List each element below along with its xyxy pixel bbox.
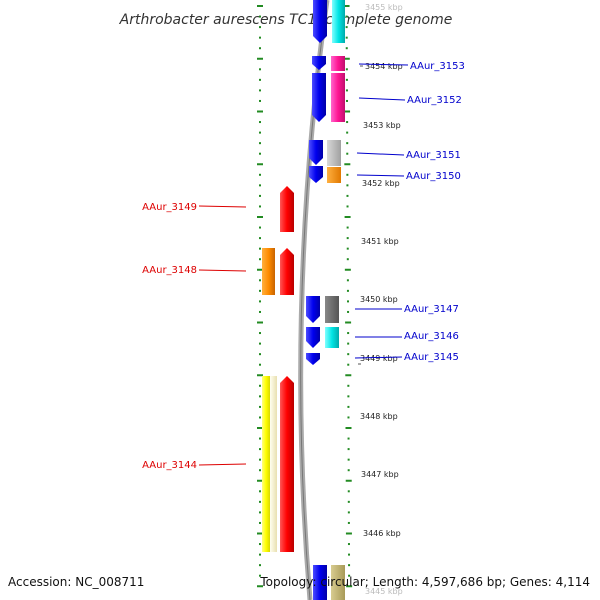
gene-magenta-3153[interactable] — [331, 56, 345, 71]
gene-yellow-rna[interactable] — [262, 376, 270, 552]
gene-bottom-olive[interactable] — [331, 565, 345, 600]
gene-orange-rna[interactable] — [262, 248, 275, 295]
gene-aaur-3152[interactable] — [312, 73, 326, 122]
gene-aaur-3146[interactable] — [306, 327, 320, 348]
gene-bottom-partial[interactable] — [313, 565, 327, 600]
gene-aaur-3145[interactable] — [306, 353, 320, 365]
gene-aaur-3150[interactable] — [309, 166, 323, 183]
gene-aaur-3144[interactable] — [280, 376, 294, 552]
label-aaur-3145[interactable]: AAur_3145 — [404, 352, 459, 363]
tick-label: 3450 kbp — [360, 295, 398, 304]
label-aaur-3146[interactable]: AAur_3146 — [404, 331, 459, 342]
tick-label: 3451 kbp — [361, 237, 399, 246]
gene-aaur-3148[interactable] — [280, 248, 294, 295]
tick-label: 3455 kbp — [365, 3, 403, 12]
gene-cyan-3146[interactable] — [325, 327, 339, 348]
label-aaur-3149[interactable]: AAur_3149 — [142, 202, 197, 213]
tick-labels: 3455 kbp 3454 kbp 3453 kbp 3452 kbp 3451… — [360, 3, 403, 596]
tick-label: 3452 kbp — [362, 179, 400, 188]
label-aaur-3148[interactable]: AAur_3148 — [142, 265, 197, 276]
accession-text: Accession: NC_008711 — [8, 575, 145, 589]
gene-aaur-3151[interactable] — [309, 140, 323, 165]
tick-marks — [358, 65, 363, 365]
tick-label: 3445 kbp — [365, 587, 403, 596]
tick-label: 3446 kbp — [363, 529, 401, 538]
tick-label: 3453 kbp — [363, 121, 401, 130]
gene-gray-3151[interactable] — [327, 140, 341, 166]
gene-aaur-3149[interactable] — [280, 186, 294, 232]
gene-aaur-3147[interactable] — [306, 296, 320, 323]
gene-aaur-3153[interactable] — [312, 56, 326, 70]
gene-top-cyan[interactable] — [332, 0, 345, 43]
tick-label: 3449 kbp — [360, 354, 398, 363]
label-aaur-3150[interactable]: AAur_3150 — [406, 171, 461, 182]
label-aaur-3147[interactable]: AAur_3147 — [404, 304, 459, 315]
tick-label: 3447 kbp — [361, 470, 399, 479]
gene-darkgray-3147[interactable] — [325, 296, 339, 323]
tick-label: 3454 kbp — [365, 62, 403, 71]
label-aaur-3153[interactable]: AAur_3153 — [410, 61, 465, 72]
forward-genes — [262, 186, 294, 552]
map-title: Arthrobacter aurescens TC1, complete gen… — [119, 12, 453, 28]
forward-labels: AAur_3149 AAur_3148 AAur_3144 — [142, 202, 247, 471]
label-aaur-3144[interactable]: AAur_3144 — [142, 460, 197, 471]
label-aaur-3152[interactable]: AAur_3152 — [407, 95, 462, 106]
gene-orange-3150[interactable] — [327, 167, 341, 183]
reverse-labels: AAur_3153 AAur_3152 AAur_3151 AAur_3150 … — [354, 61, 465, 363]
tick-label: 3448 kbp — [360, 412, 398, 421]
topology-text: Topology: circular; Length: 4,597,686 bp… — [260, 575, 590, 589]
gene-cream-rna[interactable] — [270, 376, 277, 552]
right-scale — [343, 5, 353, 588]
reverse-genes — [306, 0, 345, 600]
gene-top-partial[interactable] — [313, 0, 327, 43]
label-aaur-3151[interactable]: AAur_3151 — [406, 150, 461, 161]
gene-magenta-3152[interactable] — [331, 73, 345, 122]
